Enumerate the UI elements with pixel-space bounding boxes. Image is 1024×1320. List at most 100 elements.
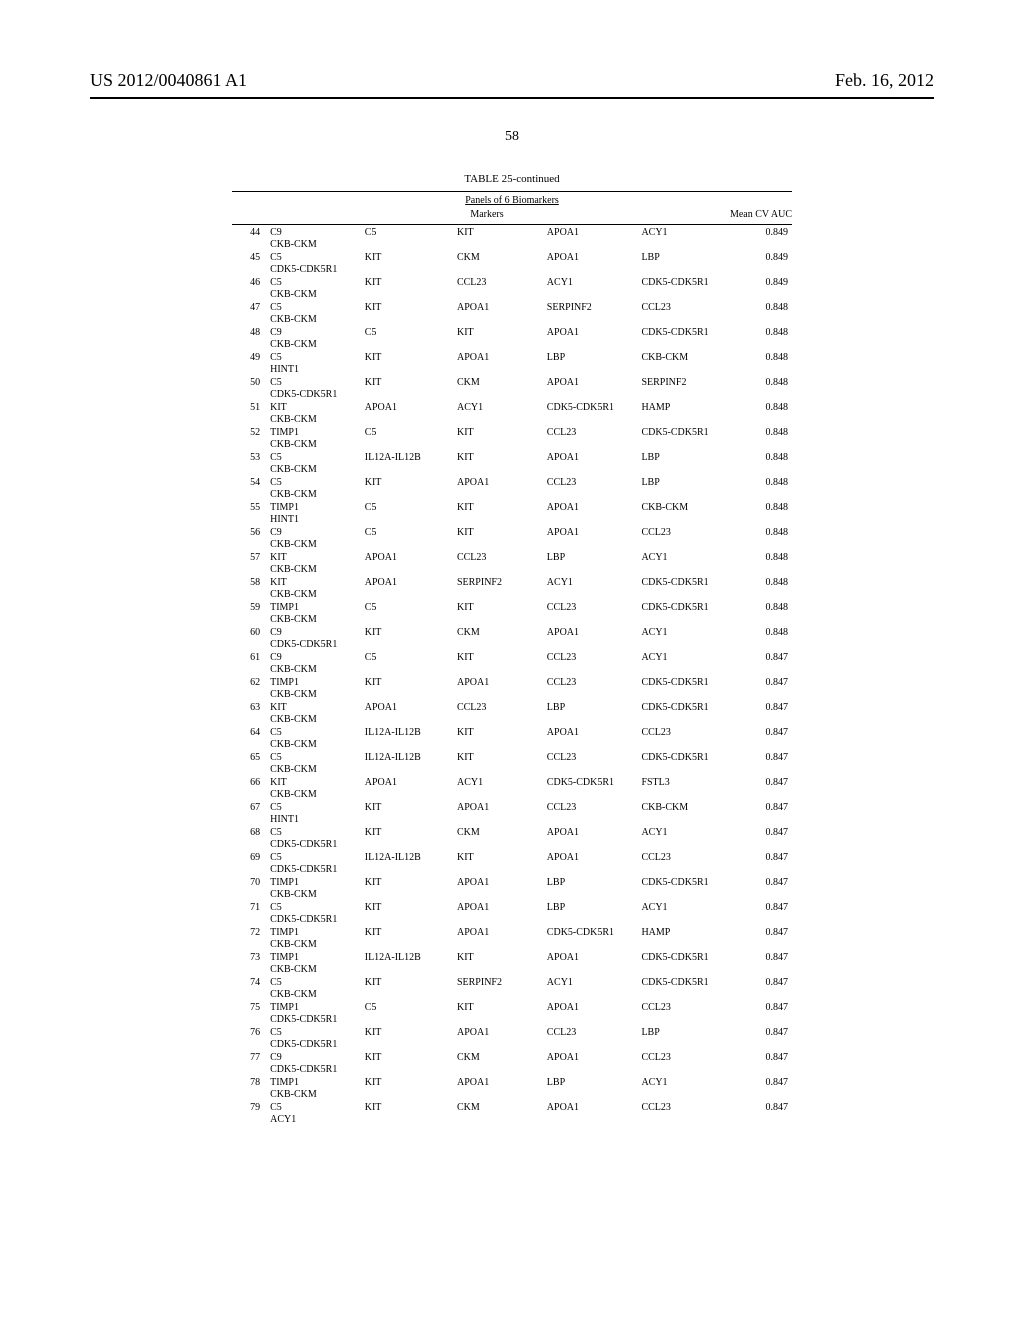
marker-cell: KIT <box>361 1027 453 1040</box>
table-row-continuation: CDK5-CDK5R1 <box>232 1064 792 1077</box>
marker-cell: C9 <box>266 627 361 640</box>
marker-cell: C5 <box>266 252 361 265</box>
marker-cell: APOA1 <box>543 327 638 340</box>
marker-cell: HINT1 <box>266 364 361 377</box>
table-column-headers: Markers Mean CV AUC <box>232 209 792 222</box>
marker-cell: TIMP1 <box>266 602 361 615</box>
marker-cell: C5 <box>266 727 361 740</box>
table-row-continuation: CKB-CKM <box>232 614 792 627</box>
marker-cell: APOA1 <box>543 502 638 515</box>
marker-cell: KIT <box>361 627 453 640</box>
auc-cell: 0.847 <box>732 877 792 890</box>
marker-cell: SERPINF2 <box>453 577 543 590</box>
auc-cell: 0.848 <box>732 402 792 415</box>
marker-cell: CCL23 <box>543 802 638 815</box>
row-index: 65 <box>232 752 266 765</box>
table-top-rule <box>232 191 792 192</box>
marker-cell: TIMP1 <box>266 502 361 515</box>
marker-cell: KIT <box>453 452 543 465</box>
marker-cell: CDK5-CDK5R1 <box>266 839 361 852</box>
marker-cell: CCL23 <box>543 602 638 615</box>
marker-cell: CDK5-CDK5R1 <box>266 914 361 927</box>
marker-cell: CCL23 <box>453 277 543 290</box>
row-index: 79 <box>232 1102 266 1115</box>
auc-cell: 0.849 <box>732 227 792 240</box>
marker-cell: CCL23 <box>637 302 732 315</box>
marker-cell: CCL23 <box>543 1027 638 1040</box>
table-row: 74C5KITSERPINF2ACY1CDK5-CDK5R10.847 <box>232 977 792 990</box>
marker-cell: CKB-CKM <box>266 439 361 452</box>
auc-cell: 0.847 <box>732 1077 792 1090</box>
marker-cell: C9 <box>266 652 361 665</box>
row-index: 74 <box>232 977 266 990</box>
marker-cell: KIT <box>361 1052 453 1065</box>
marker-cell: CCL23 <box>637 727 732 740</box>
page-header: US 2012/0040861 A1 Feb. 16, 2012 <box>90 70 934 91</box>
auc-cell: 0.847 <box>732 652 792 665</box>
marker-cell: CDK5-CDK5R1 <box>543 927 638 940</box>
marker-cell: C5 <box>266 752 361 765</box>
marker-cell: APOA1 <box>543 627 638 640</box>
marker-cell: IL12A-IL12B <box>361 852 453 865</box>
table-row-continuation: CKB-CKM <box>232 589 792 602</box>
marker-cell: CKB-CKM <box>266 664 361 677</box>
auc-cell: 0.848 <box>732 302 792 315</box>
auc-cell: 0.848 <box>732 552 792 565</box>
marker-cell: ACY1 <box>543 977 638 990</box>
row-index: 71 <box>232 902 266 915</box>
marker-cell: APOA1 <box>543 252 638 265</box>
marker-cell: KIT <box>453 952 543 965</box>
table-row: 53C5IL12A-IL12BKITAPOA1LBP0.848 <box>232 452 792 465</box>
marker-cell: CDK5-CDK5R1 <box>266 1064 361 1077</box>
marker-cell: CKB-CKM <box>266 939 361 952</box>
marker-cell: APOA1 <box>543 452 638 465</box>
table-row: 64C5IL12A-IL12BKITAPOA1CCL230.847 <box>232 727 792 740</box>
table-row: 66KITAPOA1ACY1CDK5-CDK5R1FSTL30.847 <box>232 777 792 790</box>
row-index: 62 <box>232 677 266 690</box>
marker-cell: LBP <box>543 552 638 565</box>
marker-cell: CCL23 <box>543 427 638 440</box>
table-row: 71C5KITAPOA1LBPACY10.847 <box>232 902 792 915</box>
auc-cell: 0.847 <box>732 927 792 940</box>
marker-cell: HAMP <box>637 402 732 415</box>
table-row: 50C5KITCKMAPOA1SERPINF20.848 <box>232 377 792 390</box>
marker-cell: KIT <box>453 727 543 740</box>
table-row: 52TIMP1C5KITCCL23CDK5-CDK5R10.848 <box>232 427 792 440</box>
table-row: 57KITAPOA1CCL23LBPACY10.848 <box>232 552 792 565</box>
table-row-continuation: CDK5-CDK5R1 <box>232 264 792 277</box>
marker-cell: C5 <box>266 902 361 915</box>
table-header-rule <box>232 224 792 225</box>
row-index: 66 <box>232 777 266 790</box>
marker-cell: APOA1 <box>453 1027 543 1040</box>
table-row-continuation: CKB-CKM <box>232 664 792 677</box>
auc-cell: 0.847 <box>732 752 792 765</box>
row-index: 44 <box>232 227 266 240</box>
marker-cell: CKB-CKM <box>266 564 361 577</box>
doc-number: US 2012/0040861 A1 <box>90 70 247 91</box>
marker-cell: TIMP1 <box>266 1002 361 1015</box>
table-row-continuation: CKB-CKM <box>232 239 792 252</box>
marker-cell: C5 <box>266 1102 361 1115</box>
marker-cell: KIT <box>361 302 453 315</box>
marker-cell: CKM <box>453 1102 543 1115</box>
marker-cell: KIT <box>266 777 361 790</box>
marker-cell: C9 <box>266 527 361 540</box>
marker-cell: CKB-CKM <box>266 889 361 902</box>
marker-cell: ACY1 <box>266 1114 361 1127</box>
marker-cell: CDK5-CDK5R1 <box>637 702 732 715</box>
marker-cell: CDK5-CDK5R1 <box>637 327 732 340</box>
marker-cell: C5 <box>361 527 453 540</box>
marker-cell: CKM <box>453 377 543 390</box>
marker-cell: KIT <box>266 552 361 565</box>
marker-cell: C5 <box>361 427 453 440</box>
table-container: TABLE 25-continued Panels of 6 Biomarker… <box>232 173 792 1127</box>
marker-cell: C9 <box>266 327 361 340</box>
table-row-continuation: HINT1 <box>232 514 792 527</box>
page: US 2012/0040861 A1 Feb. 16, 2012 58 TABL… <box>0 0 1024 1320</box>
table-row: 59TIMP1C5KITCCL23CDK5-CDK5R10.848 <box>232 602 792 615</box>
row-index: 73 <box>232 952 266 965</box>
row-index: 69 <box>232 852 266 865</box>
table-row: 65C5IL12A-IL12BKITCCL23CDK5-CDK5R10.847 <box>232 752 792 765</box>
marker-cell: CKB-CKM <box>637 802 732 815</box>
table-row-continuation: CDK5-CDK5R1 <box>232 839 792 852</box>
